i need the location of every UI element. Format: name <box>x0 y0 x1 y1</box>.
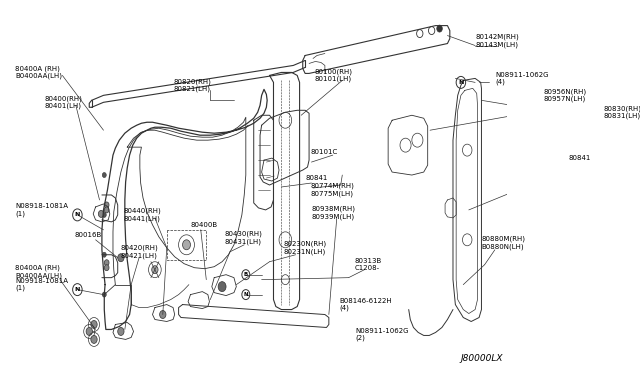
Circle shape <box>436 25 442 32</box>
Text: N08911-1062G
(4): N08911-1062G (4) <box>495 72 548 85</box>
Circle shape <box>218 282 226 292</box>
Text: N: N <box>75 212 80 217</box>
Text: 80820(RH)
80821(LH): 80820(RH) 80821(LH) <box>173 78 211 92</box>
Text: 80938M(RH)
80939M(LH): 80938M(RH) 80939M(LH) <box>312 206 355 220</box>
Text: B08146-6122H
(4): B08146-6122H (4) <box>339 298 392 311</box>
Circle shape <box>91 336 97 343</box>
Text: 80400A (RH)
B0400AA(LH): 80400A (RH) B0400AA(LH) <box>15 65 62 80</box>
Circle shape <box>159 311 166 318</box>
Text: N09918-1081A
(1): N09918-1081A (1) <box>15 278 68 291</box>
Text: 80400A (RH)
B0400AA(LH): 80400A (RH) B0400AA(LH) <box>15 265 62 279</box>
Text: 80440(RH)
80441(LH): 80440(RH) 80441(LH) <box>124 208 161 222</box>
Circle shape <box>102 212 106 217</box>
Text: 80880M(RH)
B0880N(LH): 80880M(RH) B0880N(LH) <box>481 236 525 250</box>
Circle shape <box>102 252 106 257</box>
Text: 80101C: 80101C <box>310 149 338 155</box>
Circle shape <box>104 207 109 213</box>
Circle shape <box>102 292 106 297</box>
Circle shape <box>102 173 106 177</box>
Circle shape <box>104 265 109 271</box>
Text: N: N <box>75 287 80 292</box>
Circle shape <box>118 254 124 262</box>
Circle shape <box>118 327 124 336</box>
Text: 80400B: 80400B <box>191 222 218 228</box>
Text: 80956N(RH)
80957N(LH): 80956N(RH) 80957N(LH) <box>543 88 586 102</box>
Circle shape <box>91 321 97 328</box>
Text: J80000LX: J80000LX <box>460 355 503 363</box>
Text: 80400(RH)
80401(LH): 80400(RH) 80401(LH) <box>44 95 82 109</box>
Text: N: N <box>243 292 248 297</box>
Circle shape <box>152 266 158 274</box>
Circle shape <box>86 327 92 336</box>
Text: N08918-1081A
(1): N08918-1081A (1) <box>15 203 68 217</box>
Text: 80016B: 80016B <box>74 232 102 238</box>
Text: 80142M(RH)
80143M(LH): 80142M(RH) 80143M(LH) <box>475 33 519 48</box>
Text: 80841: 80841 <box>305 175 328 181</box>
Circle shape <box>182 240 191 250</box>
Text: N: N <box>458 80 463 85</box>
Text: 80230N(RH)
80231N(LH): 80230N(RH) 80231N(LH) <box>284 241 327 255</box>
Circle shape <box>104 260 109 266</box>
Text: 80430(RH)
80431(LH): 80430(RH) 80431(LH) <box>225 231 262 245</box>
Text: 80830(RH)
80831(LH): 80830(RH) 80831(LH) <box>604 105 640 119</box>
Text: N08911-1062G
(2): N08911-1062G (2) <box>355 328 408 341</box>
Text: 80774M(RH)
80775M(LH): 80774M(RH) 80775M(LH) <box>310 183 355 197</box>
Text: B: B <box>244 272 248 277</box>
Text: 80100(RH)
80101(LH): 80100(RH) 80101(LH) <box>315 68 353 83</box>
Text: 80313B
C1208-: 80313B C1208- <box>354 258 381 271</box>
Circle shape <box>104 202 109 208</box>
Text: 80841: 80841 <box>568 155 591 161</box>
Circle shape <box>99 211 104 217</box>
Text: 80420(RH)
80421(LH): 80420(RH) 80421(LH) <box>121 245 159 259</box>
